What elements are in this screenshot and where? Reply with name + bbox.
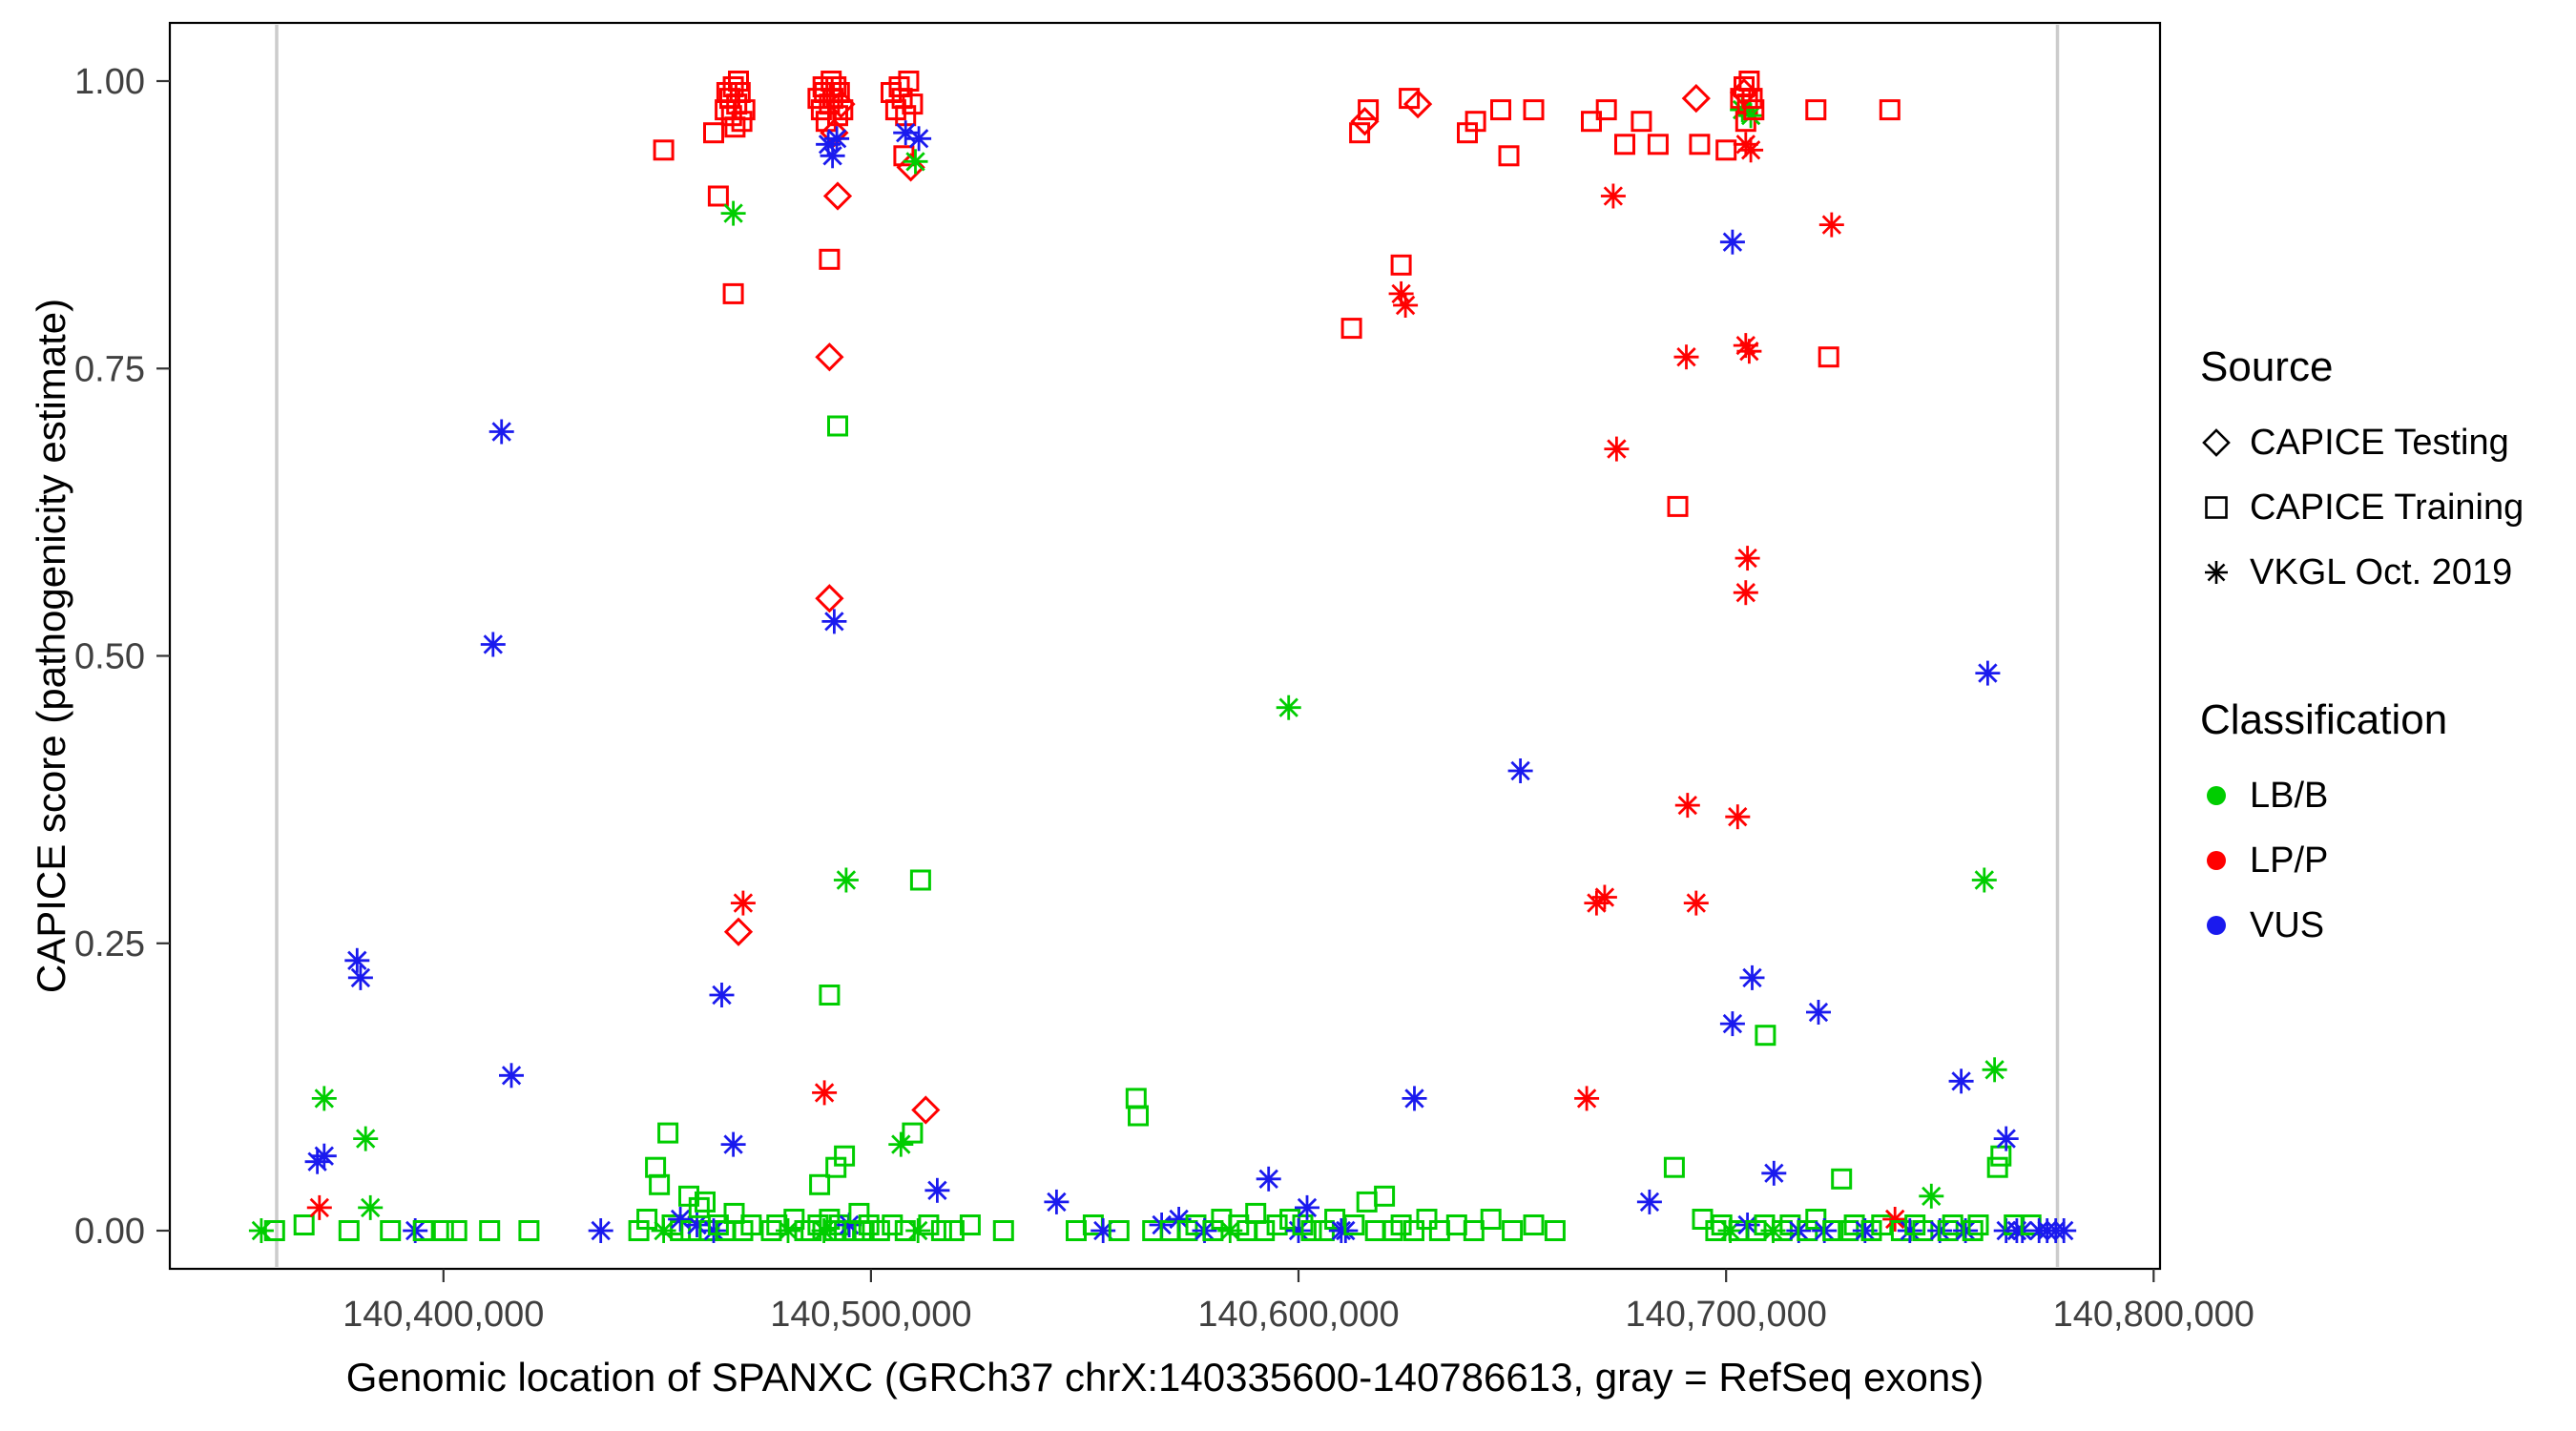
legend: Source CAPICE Testing CAPICE Training VKGL… <box>2200 343 2524 958</box>
x-tick-label: 140,700,000 <box>1626 1295 1827 1335</box>
class-color-dot-icon <box>2207 851 2226 870</box>
plot-panel <box>168 21 2162 1271</box>
x-tick-label: 140,600,000 <box>1197 1295 1399 1335</box>
x-tick-label: 140,800,000 <box>2053 1295 2254 1335</box>
legend-source-entries: CAPICE Testing CAPICE Training VKGL Oct. 2… <box>2200 410 2524 605</box>
y-tick-label: 0.75 <box>74 349 145 389</box>
x-axis-title: Genomic location of SPANXC (GRCh37 chrX:… <box>345 1355 1984 1400</box>
legend-label: CAPICE Testing <box>2250 422 2509 463</box>
points-layer <box>248 71 2077 1243</box>
legend-classification-section: Classification LB/B LP/P VUS <box>2200 696 2524 958</box>
y-tick-label: 1.00 <box>74 62 145 102</box>
class-color-dot-icon <box>2207 786 2226 805</box>
legend-entry-diamond: CAPICE Testing <box>2200 410 2524 475</box>
legend-label: CAPICE Training <box>2250 487 2524 528</box>
legend-label: VUS <box>2250 904 2325 945</box>
class-color-dot-icon <box>2207 916 2226 935</box>
diamond-marker-icon <box>2202 428 2231 457</box>
y-tick-label: 0.50 <box>74 637 145 677</box>
legend-classification-title: Classification <box>2200 696 2448 743</box>
legend-label: VKGL Oct. 2019 <box>2250 551 2513 592</box>
legend-entry-square: CAPICE Training <box>2200 475 2524 540</box>
asterisk-marker-icon <box>2205 561 2228 584</box>
square-marker-icon <box>2205 496 2228 519</box>
legend-entry-asterisk: VKGL Oct. 2019 <box>2200 540 2524 605</box>
y-axis-title: CAPICE score (pathogenicity estimate) <box>29 298 73 994</box>
y-tick-label: 0.25 <box>74 924 145 964</box>
x-tick-label: 140,500,000 <box>770 1295 971 1335</box>
legend-entry-vus: VUS <box>2200 893 2524 958</box>
y-tick-label: 0.00 <box>74 1212 145 1252</box>
legend-source-section: Source CAPICE Testing CAPICE Training VKGL… <box>2200 343 2524 605</box>
legend-entry-lpp: LP/P <box>2200 828 2524 893</box>
legend-classification-entries: LB/B LP/P VUS <box>2200 763 2524 958</box>
legend-source-title: Source <box>2200 343 2334 390</box>
legend-label: LP/P <box>2250 840 2329 881</box>
x-tick-label: 140,400,000 <box>343 1295 544 1335</box>
legend-label: LB/B <box>2250 775 2329 816</box>
legend-entry-lbb: LB/B <box>2200 763 2524 828</box>
